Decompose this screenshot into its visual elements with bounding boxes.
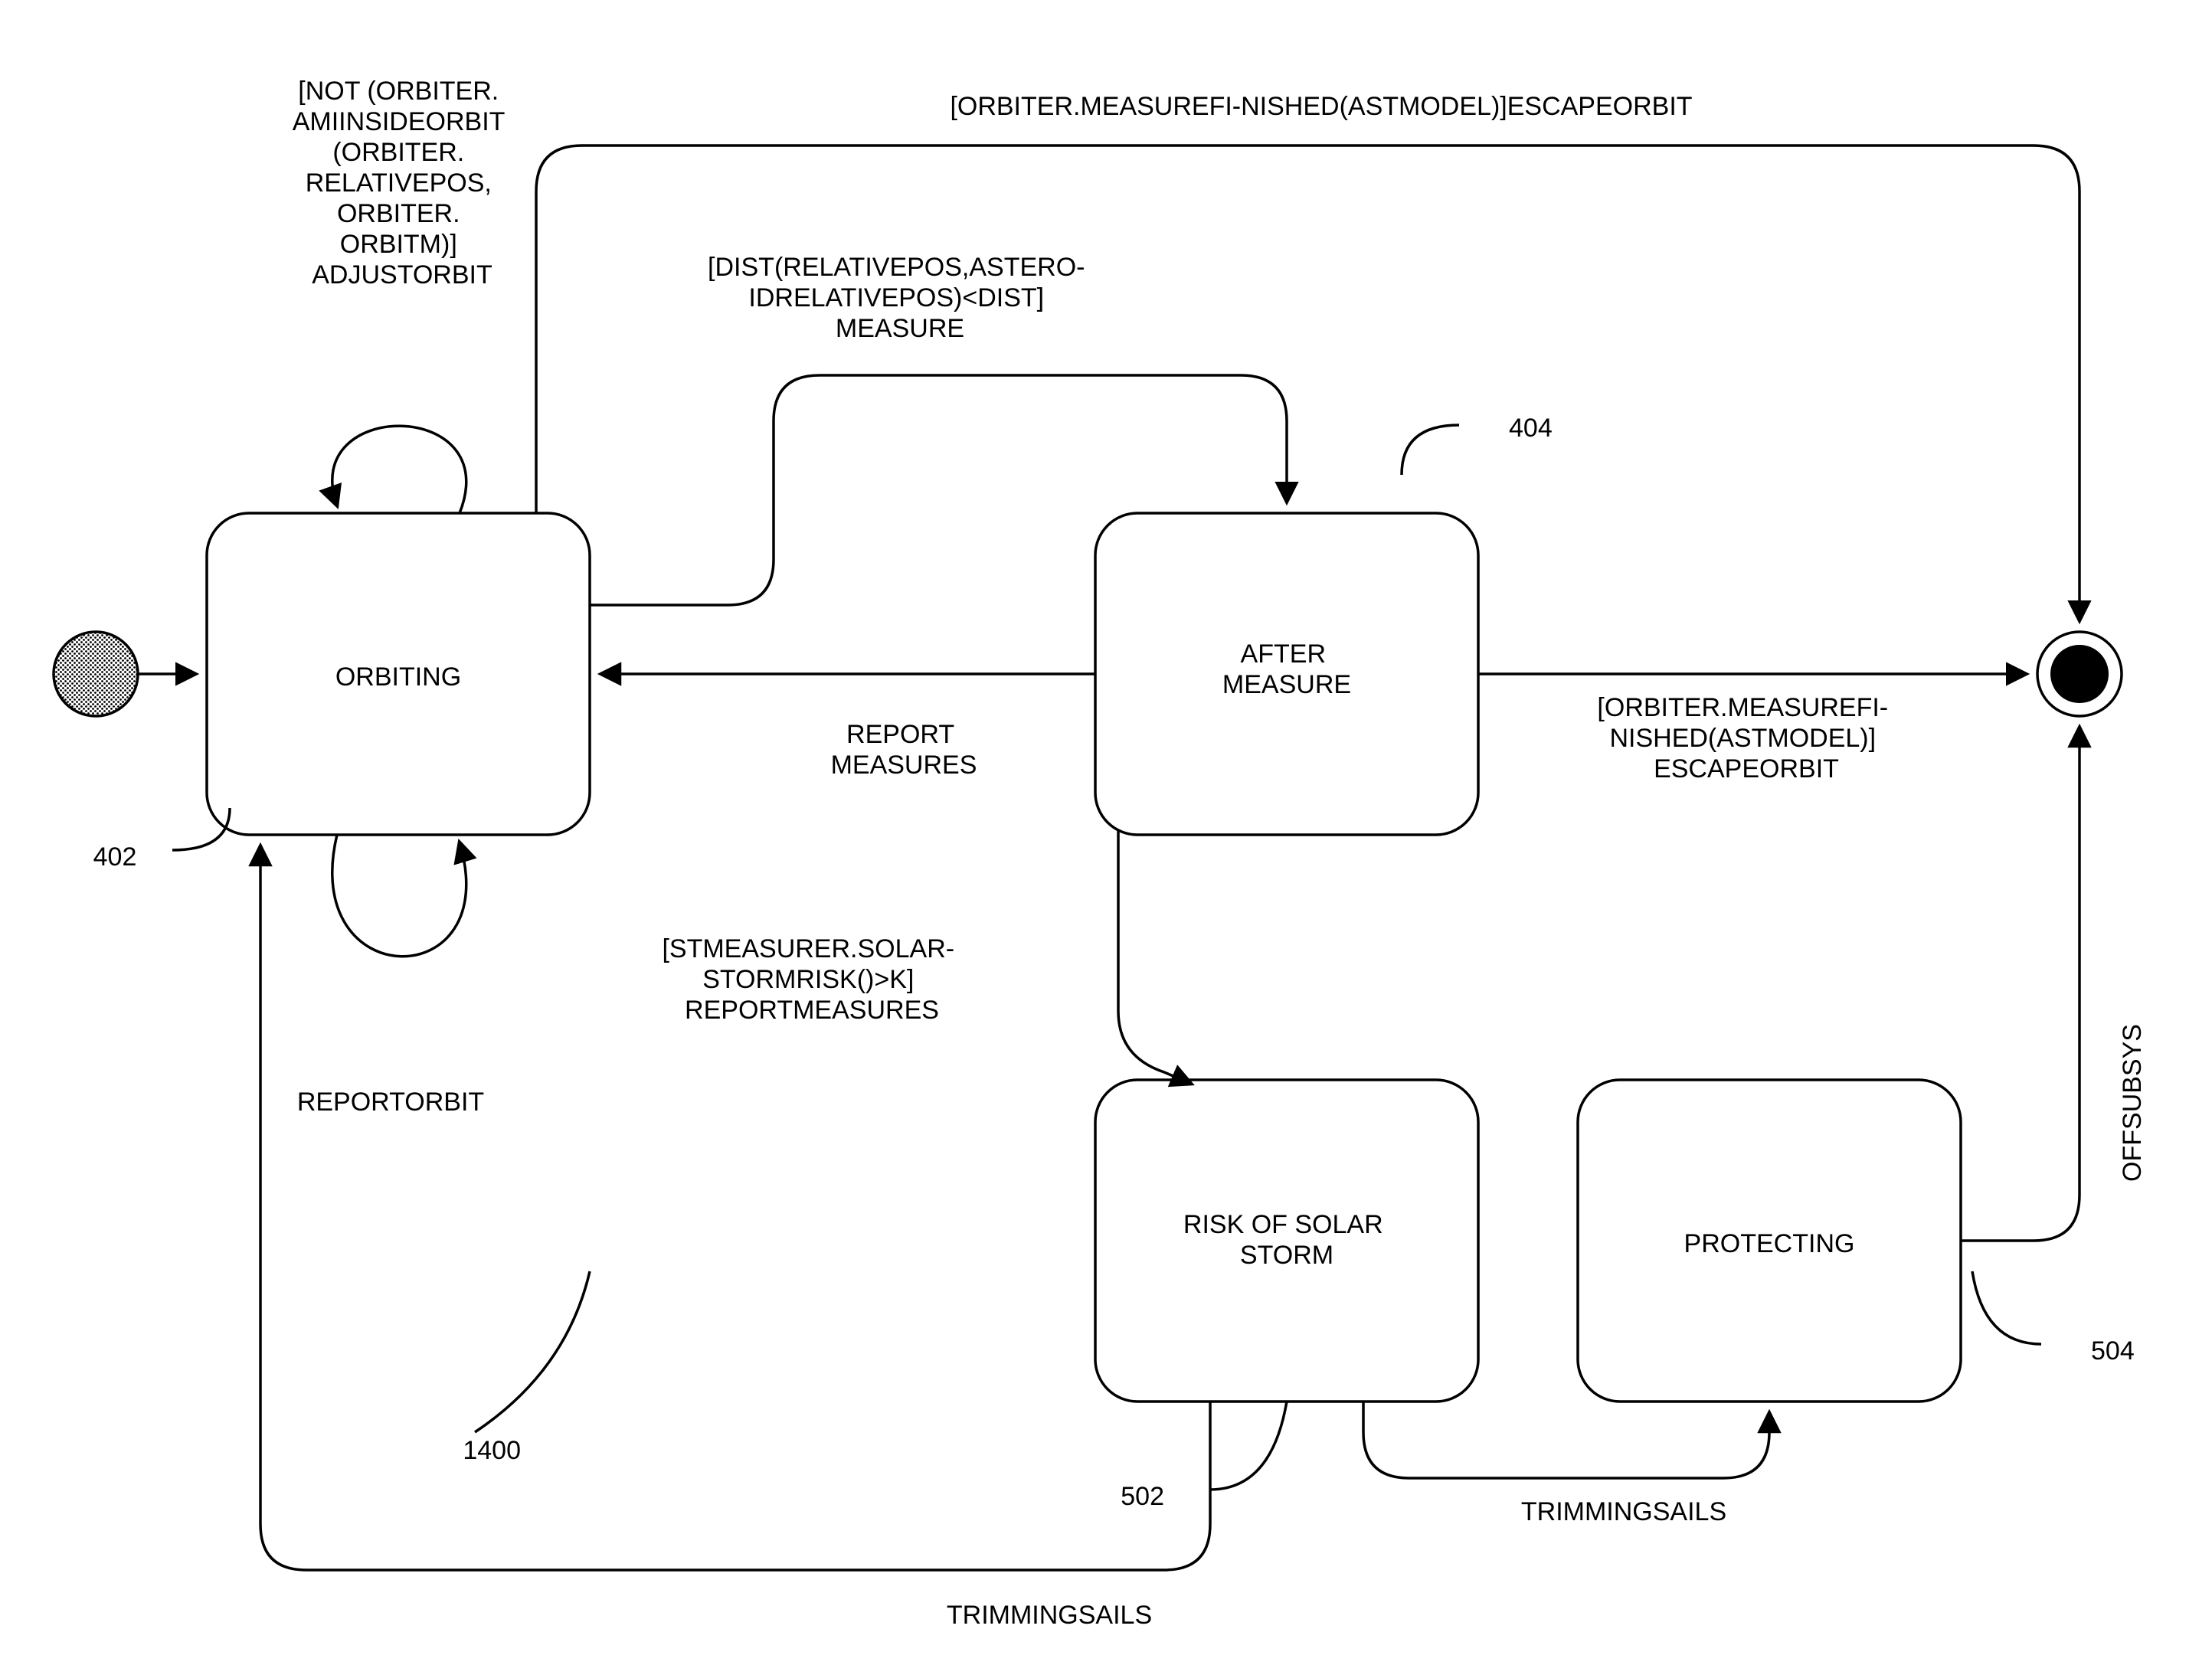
label-trimming-outer: TRIMMINGSAILS [947,1601,1152,1630]
label-ref-404: 404 [1509,414,1553,443]
ref-404-curve [1402,425,1459,475]
label-ref-502: 502 [1121,1482,1164,1511]
label-escape-top: [ORBITER.MEASUREFI-NISHED(ASTMODEL)]ESCA… [950,92,1692,121]
label-report-measures: REPORT MEASURES [831,720,977,780]
ref-502-curve [1210,1402,1287,1490]
edge-orbiting-self-report [332,835,466,957]
label-ref-1400: 1400 [463,1436,521,1465]
label-offsubsys: OFFSUBSYS [2118,1024,2147,1182]
initial-state [54,632,138,716]
state-diagram: ORBITING AFTER MEASURE RISK OF SOLAR STO… [0,0,2212,1678]
label-trimming-inner: TRIMMINGSAILS [1521,1497,1726,1526]
edge-aftermeasure-riskstorm [1118,831,1191,1084]
edge-riskstorm-protecting [1363,1402,1769,1478]
label-measure: [DIST(RELATIVEPOS,ASTERO- IDRELATIVEPOS)… [708,253,1092,343]
label-ref-504: 504 [2091,1336,2135,1366]
final-state [2037,632,2122,716]
label-report-orbit: REPORTORBIT [297,1088,484,1117]
state-orbiting-label: ORBITING [335,662,461,692]
ref-504-curve [1972,1271,2041,1344]
ref-1400-curve [475,1271,590,1432]
edge-protecting-final [1961,728,2079,1241]
label-storm-risk: [STMEASURER.SOLAR- STORMRISK()>K] REPORT… [662,934,961,1025]
label-adjust-orbit: [NOT (ORBITER. AMIINSIDEORBIT (ORBITER. … [293,77,512,289]
state-protecting-label: PROTECTING [1684,1229,1855,1258]
label-ref-402: 402 [93,842,137,872]
label-escape-right: [ORBITER.MEASUREFI- NISHED(ASTMODEL)] ES… [1597,693,1895,783]
edge-orbiting-self-adjust [332,426,466,513]
